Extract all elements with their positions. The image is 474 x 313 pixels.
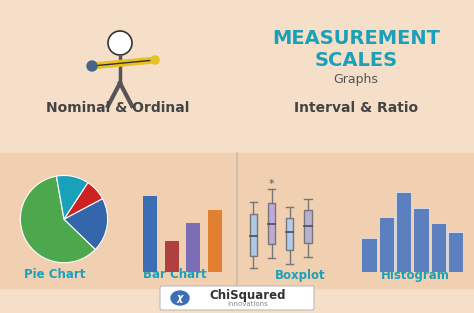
Text: Nominal & Ordinal: Nominal & Ordinal: [46, 101, 190, 115]
Circle shape: [108, 31, 132, 55]
Bar: [249, 214, 257, 256]
Text: Histogram: Histogram: [381, 269, 449, 281]
Bar: [361, 238, 376, 272]
Text: Interval & Ratio: Interval & Ratio: [294, 101, 418, 115]
Bar: [208, 210, 222, 272]
Text: Graphs: Graphs: [334, 74, 378, 86]
Bar: [186, 223, 200, 272]
Circle shape: [87, 61, 97, 71]
Bar: [268, 203, 275, 244]
Text: *: *: [269, 179, 274, 189]
Bar: [379, 217, 394, 272]
Wedge shape: [20, 176, 95, 263]
Text: SCALES: SCALES: [314, 50, 398, 69]
Bar: [304, 209, 311, 243]
Circle shape: [151, 56, 159, 64]
Wedge shape: [64, 182, 102, 219]
Wedge shape: [56, 176, 88, 219]
Text: χ: χ: [177, 293, 183, 303]
Bar: [0, 153, 474, 288]
Bar: [396, 192, 411, 272]
Text: MEASUREMENT: MEASUREMENT: [272, 28, 440, 48]
Bar: [448, 232, 464, 272]
Wedge shape: [64, 199, 108, 249]
FancyBboxPatch shape: [160, 286, 314, 310]
Bar: [431, 223, 446, 272]
Ellipse shape: [171, 291, 189, 305]
Text: Pie Chart: Pie Chart: [24, 269, 86, 281]
Text: Boxplot: Boxplot: [275, 269, 325, 281]
Bar: [286, 218, 293, 250]
Bar: [143, 196, 157, 272]
Text: ChiSquared: ChiSquared: [210, 290, 286, 302]
Text: Bar Chart: Bar Chart: [143, 269, 207, 281]
Bar: [413, 208, 428, 272]
Bar: [165, 241, 179, 272]
Text: Innovations: Innovations: [228, 301, 268, 307]
